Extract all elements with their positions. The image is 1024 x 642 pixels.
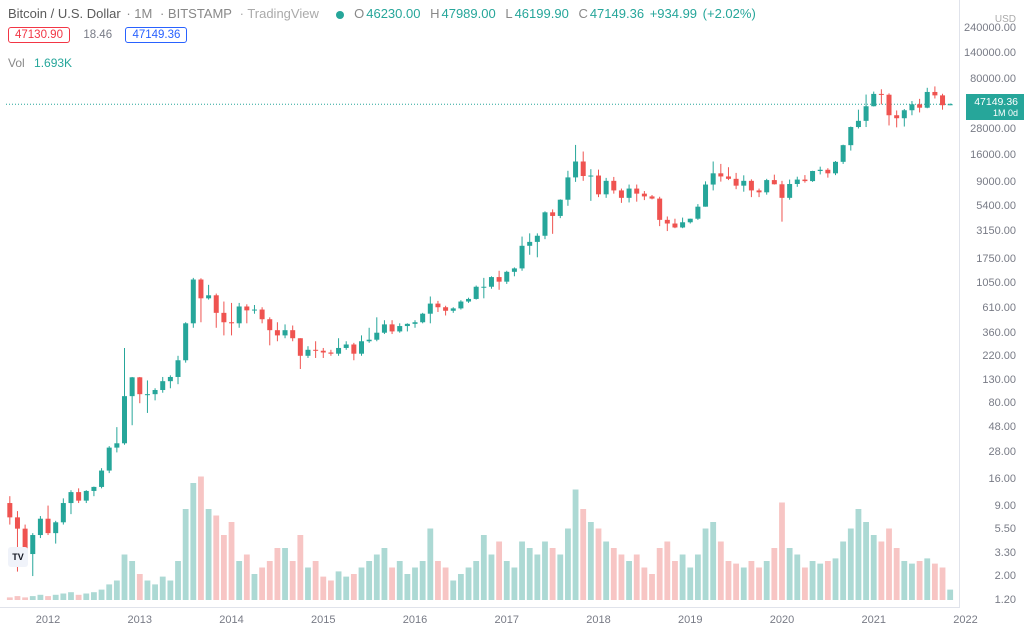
- ticker-name[interactable]: Bitcoin / U.S. Dollar: [8, 6, 121, 21]
- year-tick: 2019: [678, 614, 702, 626]
- price-tick: 28.00: [988, 446, 1016, 458]
- year-tick: 2020: [770, 614, 794, 626]
- year-tick: 2017: [495, 614, 519, 626]
- chart-legend: Bitcoin / U.S. Dollar · 1M · BITSTAMP · …: [8, 6, 758, 43]
- volume-legend: Vol 1.693K: [8, 56, 72, 70]
- year-tick: 2014: [219, 614, 243, 626]
- price-tick: 1050.00: [976, 277, 1016, 289]
- ohlc-change: +934.99: [650, 6, 697, 21]
- spread-pill: 18.46: [77, 28, 118, 42]
- ohlc-o-label: O: [354, 6, 364, 21]
- price-tick: 80.00: [988, 397, 1016, 409]
- price-tick: 80000.00: [970, 73, 1016, 85]
- price-tick: 220.00: [982, 350, 1016, 362]
- ohlc-low: 46199.90: [515, 6, 569, 21]
- price-tick: 3150.00: [976, 225, 1016, 237]
- timeframe[interactable]: 1M: [134, 6, 152, 21]
- price-tick: 48.00: [988, 421, 1016, 433]
- platform-name: TradingView: [247, 6, 319, 21]
- ohlc-c-label: C: [578, 6, 587, 21]
- ohlc-l-label: L: [505, 6, 512, 21]
- price-tick: 16000.00: [970, 149, 1016, 161]
- price-tick: 610.00: [982, 302, 1016, 314]
- ask-pill[interactable]: 47149.36: [125, 27, 187, 43]
- year-tick: 2013: [128, 614, 152, 626]
- countdown: 1M 0d: [972, 108, 1018, 118]
- price-tick: 140000.00: [964, 47, 1016, 59]
- year-tick: 2016: [403, 614, 427, 626]
- current-price: 47149.36: [972, 96, 1018, 108]
- year-tick: 2018: [586, 614, 610, 626]
- price-tick: 9000.00: [976, 176, 1016, 188]
- time-axis[interactable]: 2012 2013 2014 2015 2016 2017 2018 2019 2020 2021…: [0, 608, 960, 642]
- price-tick: 5400.00: [976, 200, 1016, 212]
- price-tick: 1750.00: [976, 253, 1016, 265]
- volume-label: Vol: [8, 56, 25, 70]
- price-tick: 5.50: [995, 523, 1016, 535]
- main-chart-pane[interactable]: Bitcoin / U.S. Dollar · 1M · BITSTAMP · …: [0, 0, 960, 608]
- price-tick: 16.00: [988, 473, 1016, 485]
- ohlc-close: 47149.36: [590, 6, 644, 21]
- ohlc-change-pct: (+2.02%): [703, 6, 756, 21]
- price-tick: 3.30: [995, 547, 1016, 559]
- year-tick: 2012: [36, 614, 60, 626]
- live-indicator-icon: [336, 11, 344, 19]
- year-tick: 2022: [953, 614, 977, 626]
- tradingview-logo-icon[interactable]: TV: [8, 547, 28, 567]
- price-tick: 9.00: [995, 500, 1016, 512]
- price-tick: 2.00: [995, 570, 1016, 582]
- price-tick: 1.20: [995, 594, 1016, 606]
- year-tick: 2021: [861, 614, 885, 626]
- price-tick: 360.00: [982, 327, 1016, 339]
- price-tick: 240000.00: [964, 22, 1016, 34]
- price-axis[interactable]: USD 240000.00140000.0080000.0028000.0016…: [960, 0, 1024, 608]
- exchange-name: BITSTAMP: [168, 6, 232, 21]
- year-tick: 2015: [311, 614, 335, 626]
- chart-canvas[interactable]: [0, 0, 960, 608]
- ohlc-high: 47989.00: [441, 6, 495, 21]
- current-price-tag: 47149.361M 0d: [966, 94, 1024, 120]
- bid-pill[interactable]: 47130.90: [8, 27, 70, 43]
- price-tick: 130.00: [982, 374, 1016, 386]
- ohlc-open: 46230.00: [366, 6, 420, 21]
- volume-value: 1.693K: [34, 56, 72, 70]
- ohlc-h-label: H: [430, 6, 439, 21]
- price-tick: 28000.00: [970, 123, 1016, 135]
